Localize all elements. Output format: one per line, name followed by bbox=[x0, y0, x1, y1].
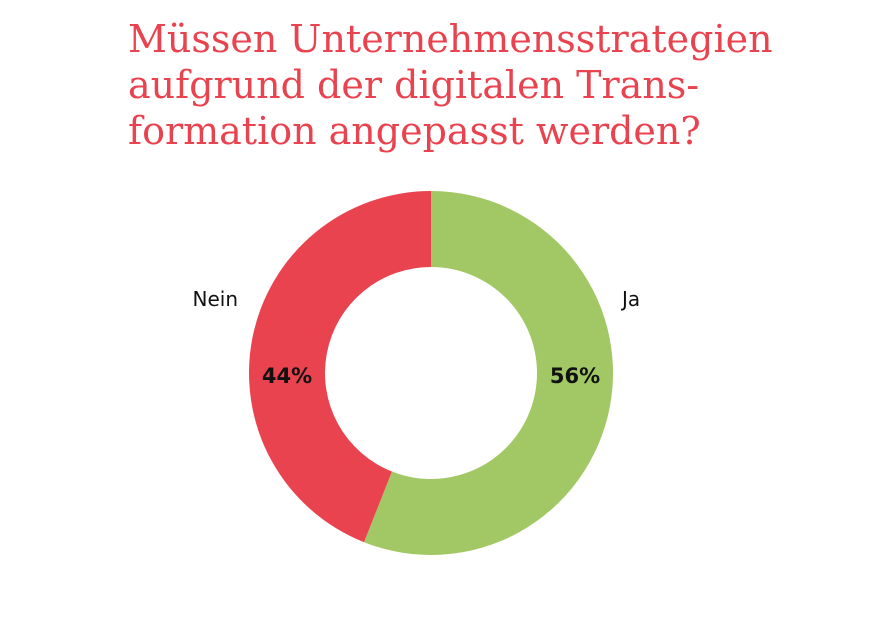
chart-title-line-1: Müssen Unternehmensstrategien bbox=[128, 17, 773, 61]
slice-ja bbox=[364, 191, 613, 555]
chart-title-line-2: aufgrund der digitalen Trans- bbox=[128, 63, 700, 107]
chart-title: Müssen Unternehmensstrategien aufgrund d… bbox=[128, 16, 848, 154]
value-label-ja: 56% bbox=[550, 364, 600, 388]
slice-label-ja: Ja bbox=[620, 287, 640, 311]
slice-nein bbox=[248, 191, 431, 543]
chart-title-line-3: formation angepasst werden? bbox=[128, 109, 701, 153]
slice-label-nein: Nein bbox=[193, 287, 239, 311]
value-label-nein: 44% bbox=[262, 364, 312, 388]
